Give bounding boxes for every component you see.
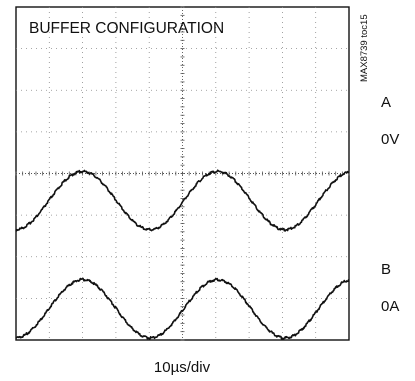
grid [15, 6, 350, 341]
series-label-b: B [381, 261, 391, 278]
figure-id: MAX8739 toc15 [359, 14, 370, 82]
ground-label-b: 0A [381, 298, 399, 315]
ground-label-a: 0V [381, 131, 399, 148]
trace-b [15, 277, 350, 340]
series-label-a: A [381, 94, 391, 111]
x-axis-label: 10µs/div [154, 359, 211, 376]
chart-title: BUFFER CONFIGURATION [29, 20, 224, 37]
traces [15, 169, 350, 340]
trace-a [15, 169, 350, 232]
